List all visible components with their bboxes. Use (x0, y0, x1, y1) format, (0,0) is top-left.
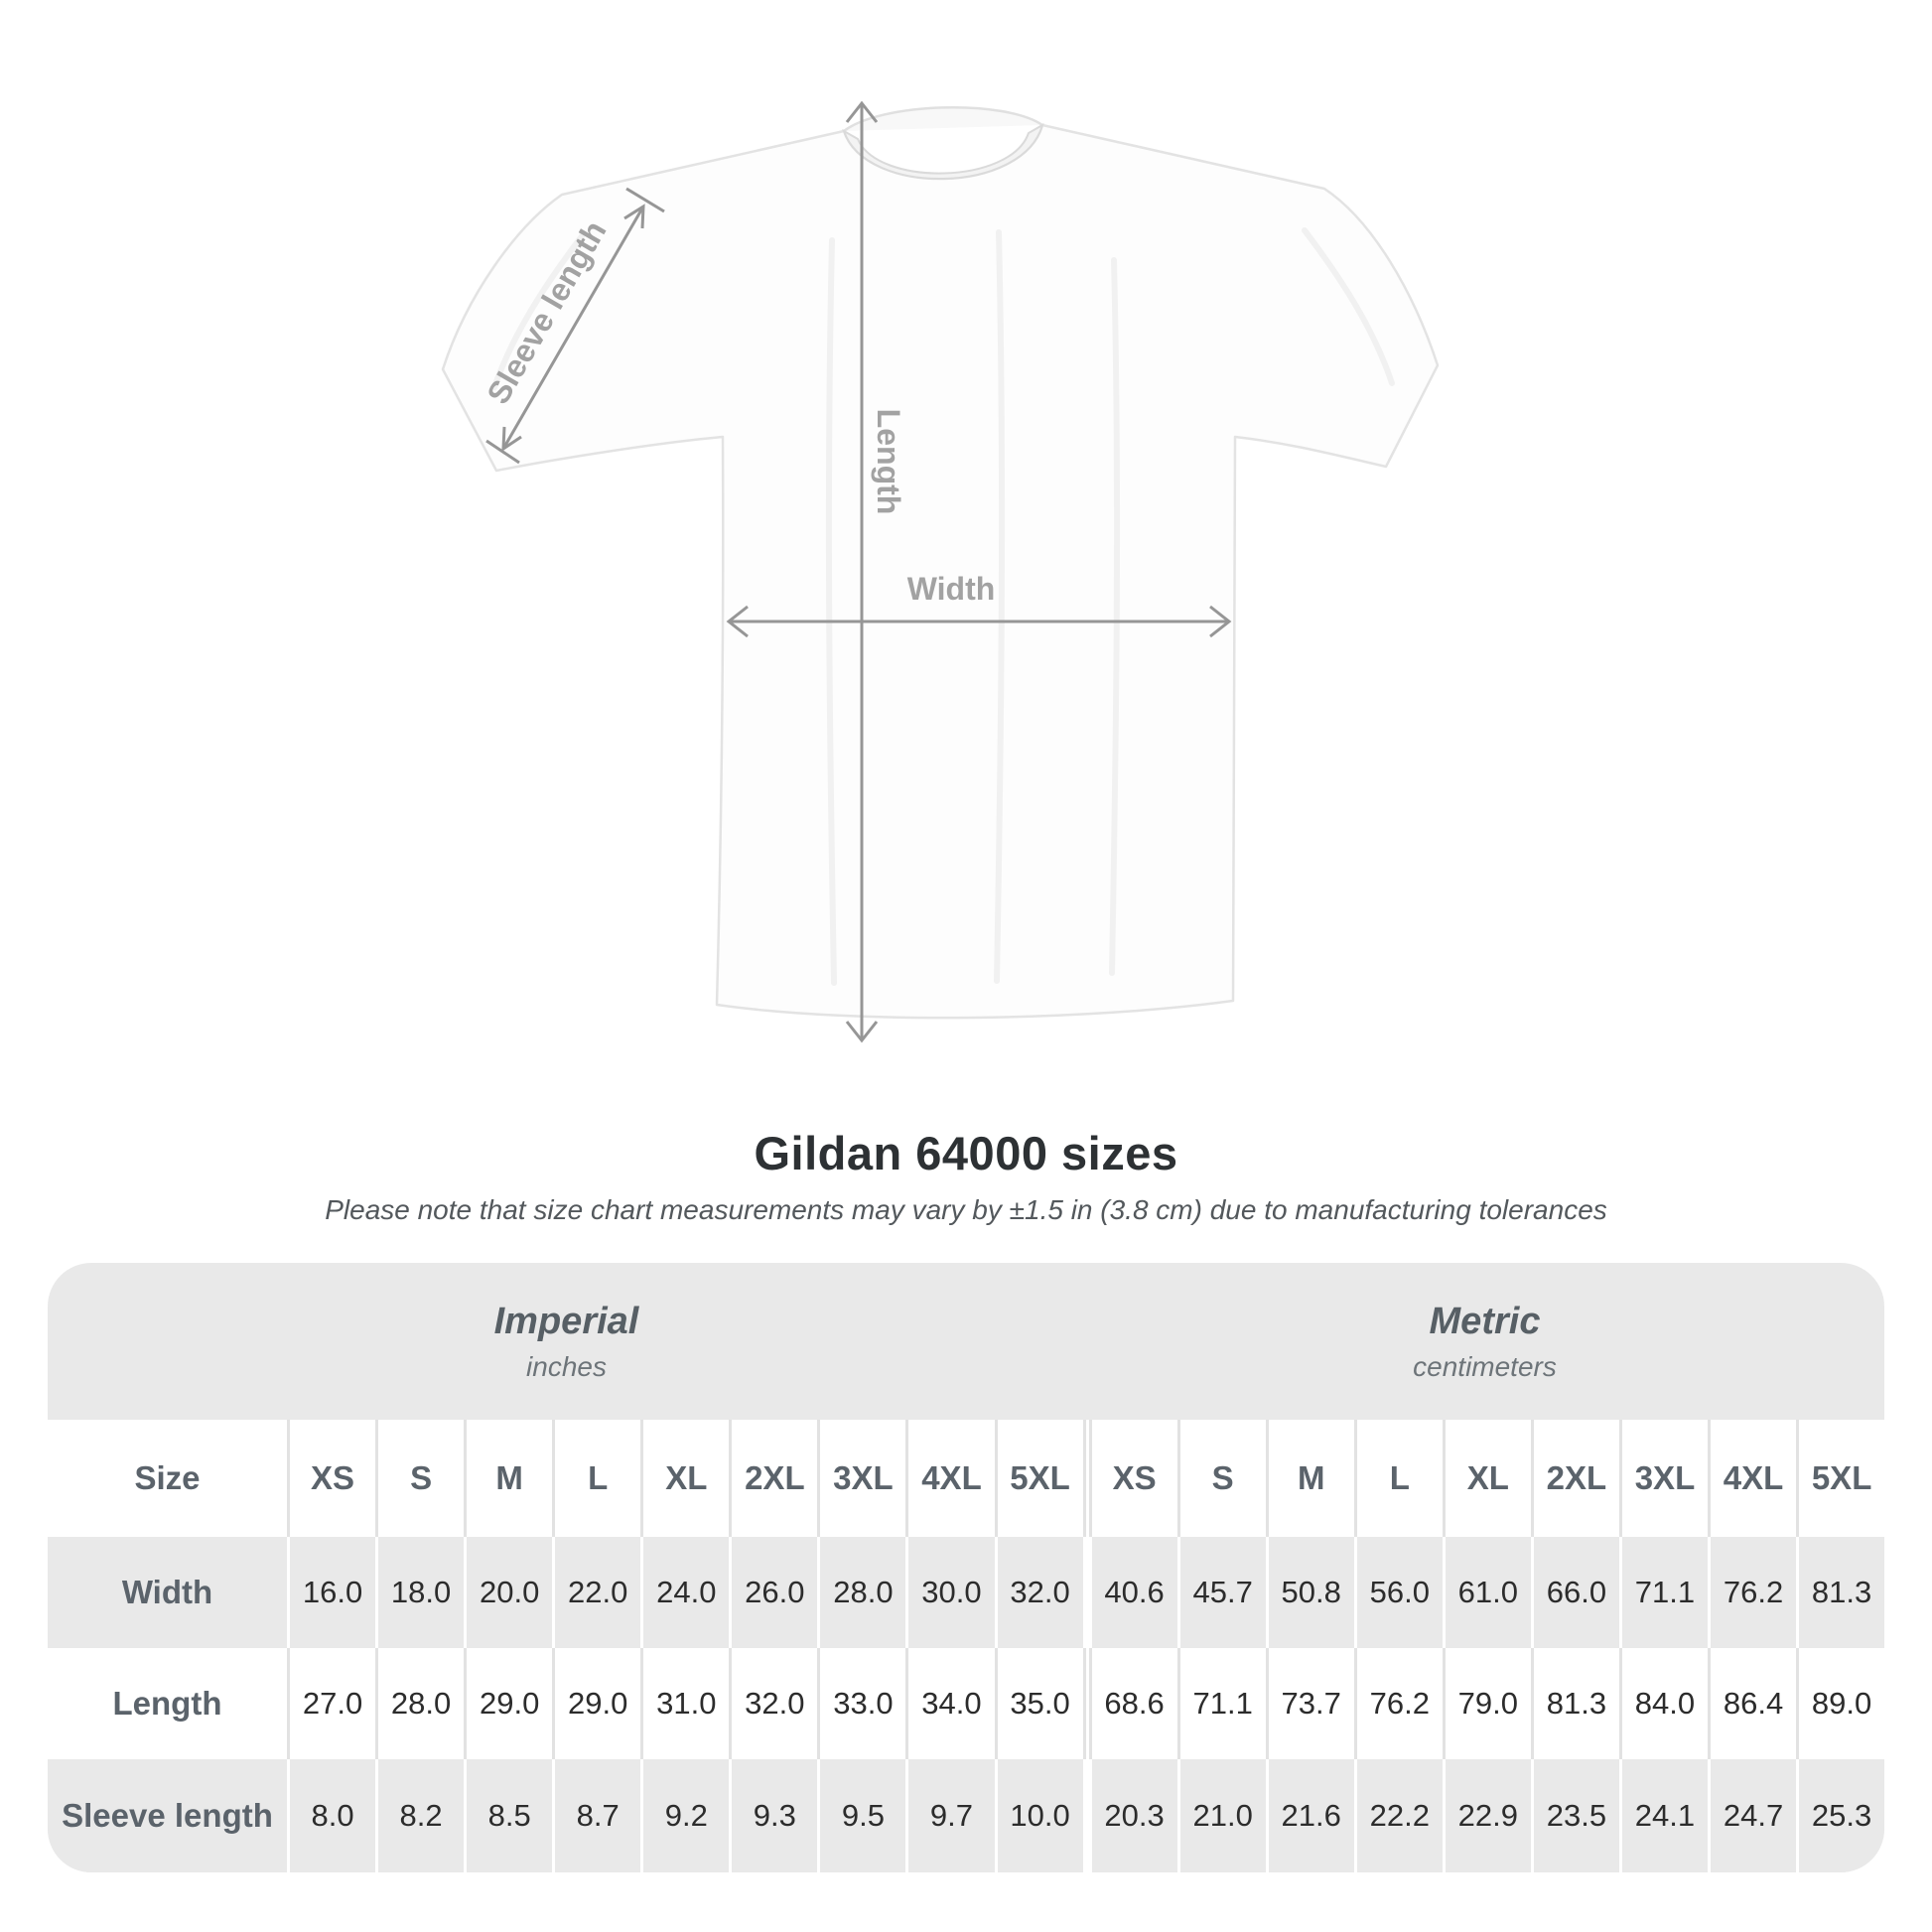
value-cell-imperial: 9.2 (640, 1759, 729, 1872)
value-cell-metric: 23.5 (1530, 1759, 1619, 1872)
value-cell-imperial: 18.0 (375, 1537, 464, 1648)
width-arrow-label: Width (907, 571, 996, 607)
tshirt-size-diagram: Length Width Sleeve length (441, 100, 1440, 1043)
value-cell-metric: 22.9 (1442, 1759, 1531, 1872)
tshirt-graphic (441, 105, 1440, 1020)
width-arrow (726, 605, 1232, 638)
table-row: Width 16.0 18.0 20.0 22.0 24.0 26.0 28.0 30.0 32.… (48, 1537, 1884, 1648)
value-cell-imperial: 32.0 (729, 1648, 817, 1759)
value-cell-imperial: 8.7 (552, 1759, 640, 1872)
value-cell-imperial: 29.0 (552, 1648, 640, 1759)
size-cell-imperial: 5XL (994, 1420, 1083, 1537)
table-row: Length 27.0 28.0 29.0 29.0 31.0 32.0 33.0 34.0 35… (48, 1648, 1884, 1759)
size-cell-metric: L (1353, 1420, 1443, 1537)
value-cell-metric: 66.0 (1530, 1537, 1619, 1648)
value-cell-metric: 25.3 (1796, 1759, 1884, 1872)
size-cell-metric: M (1265, 1420, 1354, 1537)
value-cell-imperial: 26.0 (729, 1537, 817, 1648)
size-cell-imperial: XS (287, 1420, 375, 1537)
page-title: Gildan 64000 sizes (754, 1127, 1178, 1179)
size-cell-imperial: 3XL (817, 1420, 905, 1537)
value-cell-metric: 61.0 (1442, 1537, 1531, 1648)
size-cell-imperial: 2XL (729, 1420, 817, 1537)
value-cell-metric: 40.6 (1082, 1537, 1177, 1648)
size-header-row: Size XS S M L XL 2XL 3XL 4XL 5XL XS S M L XL 2XL 3XL 4XL… (48, 1420, 1884, 1537)
value-cell-imperial: 22.0 (552, 1537, 640, 1648)
value-cell-imperial: 10.0 (994, 1759, 1083, 1872)
value-cell-metric: 50.8 (1265, 1537, 1354, 1648)
size-cell-metric: 4XL (1708, 1420, 1796, 1537)
metric-header: Metric centimeters (1085, 1263, 1884, 1420)
value-cell-metric: 68.6 (1082, 1648, 1177, 1759)
value-cell-metric: 79.0 (1442, 1648, 1531, 1759)
value-cell-imperial: 28.0 (817, 1537, 905, 1648)
tolerance-note: Please note that size chart measurements… (325, 1194, 1607, 1225)
size-column-label: Size (134, 1459, 201, 1496)
size-cell-imperial: XL (640, 1420, 729, 1537)
value-cell-metric: 89.0 (1796, 1648, 1884, 1759)
value-cell-metric: 24.1 (1618, 1759, 1708, 1872)
size-cell-metric: XS (1082, 1420, 1177, 1537)
value-cell-imperial: 9.5 (817, 1759, 905, 1872)
value-cell-imperial: 30.0 (905, 1537, 994, 1648)
size-cell-metric: S (1176, 1420, 1266, 1537)
value-cell-metric: 21.0 (1176, 1759, 1266, 1872)
size-cell-imperial: M (464, 1420, 552, 1537)
value-cell-metric: 22.2 (1353, 1759, 1443, 1872)
unit-header-band: Imperial inches Metric centimeters (48, 1263, 1884, 1420)
metric-title: Metric (1429, 1300, 1541, 1342)
value-cell-metric: 81.3 (1796, 1537, 1884, 1648)
imperial-header: Imperial inches (48, 1263, 1085, 1420)
value-cell-imperial: 28.0 (375, 1648, 464, 1759)
value-cell-metric: 81.3 (1530, 1648, 1619, 1759)
value-cell-imperial: 29.0 (464, 1648, 552, 1759)
value-cell-imperial: 34.0 (905, 1648, 994, 1759)
size-table: Imperial inches Metric centimeters Size … (48, 1263, 1884, 1872)
value-cell-metric: 24.7 (1708, 1759, 1796, 1872)
value-cell-metric: 71.1 (1618, 1537, 1708, 1648)
value-cell-metric: 56.0 (1353, 1537, 1443, 1648)
imperial-title: Imperial (493, 1300, 639, 1342)
value-cell-metric: 86.4 (1708, 1648, 1796, 1759)
value-cell-imperial: 35.0 (994, 1648, 1083, 1759)
table-row: Sleeve length 8.0 8.2 8.5 8.7 9.2 9.3 9.5 9.7 10.… (48, 1759, 1884, 1872)
value-cell-imperial: 24.0 (640, 1537, 729, 1648)
size-cell-metric: XL (1442, 1420, 1531, 1537)
imperial-unit: inches (526, 1350, 607, 1382)
value-cell-imperial: 8.0 (287, 1759, 375, 1872)
value-cell-metric: 73.7 (1265, 1648, 1354, 1759)
size-cell-imperial: 4XL (905, 1420, 994, 1537)
row-label: Sleeve length (62, 1797, 273, 1834)
value-cell-imperial: 16.0 (287, 1537, 375, 1648)
value-cell-metric: 76.2 (1353, 1648, 1443, 1759)
value-cell-imperial: 20.0 (464, 1537, 552, 1648)
value-cell-metric: 45.7 (1176, 1537, 1266, 1648)
value-cell-metric: 76.2 (1708, 1537, 1796, 1648)
size-cell-imperial: L (552, 1420, 640, 1537)
value-cell-imperial: 8.2 (375, 1759, 464, 1872)
value-cell-imperial: 9.7 (905, 1759, 994, 1872)
size-cell-metric: 3XL (1618, 1420, 1708, 1537)
value-cell-metric: 71.1 (1176, 1648, 1266, 1759)
row-label: Width (121, 1574, 213, 1610)
value-cell-imperial: 9.3 (729, 1759, 817, 1872)
heading-block: Gildan 64000 sizes Please note that size… (0, 1128, 1932, 1226)
length-arrow-label: Length (871, 409, 906, 515)
size-cell-metric: 5XL (1796, 1420, 1884, 1537)
value-cell-metric: 84.0 (1618, 1648, 1708, 1759)
length-arrow (845, 100, 879, 1043)
value-cell-metric: 21.6 (1265, 1759, 1354, 1872)
value-cell-imperial: 32.0 (994, 1537, 1083, 1648)
size-cell-imperial: S (375, 1420, 464, 1537)
row-label: Length (112, 1685, 222, 1722)
value-cell-imperial: 33.0 (817, 1648, 905, 1759)
value-cell-imperial: 27.0 (287, 1648, 375, 1759)
metric-unit: centimeters (1413, 1350, 1557, 1382)
sleeve-length-arrow (485, 187, 665, 465)
value-cell-imperial: 8.5 (464, 1759, 552, 1872)
size-cell-metric: 2XL (1530, 1420, 1619, 1537)
value-cell-metric: 20.3 (1082, 1759, 1177, 1872)
value-cell-imperial: 31.0 (640, 1648, 729, 1759)
